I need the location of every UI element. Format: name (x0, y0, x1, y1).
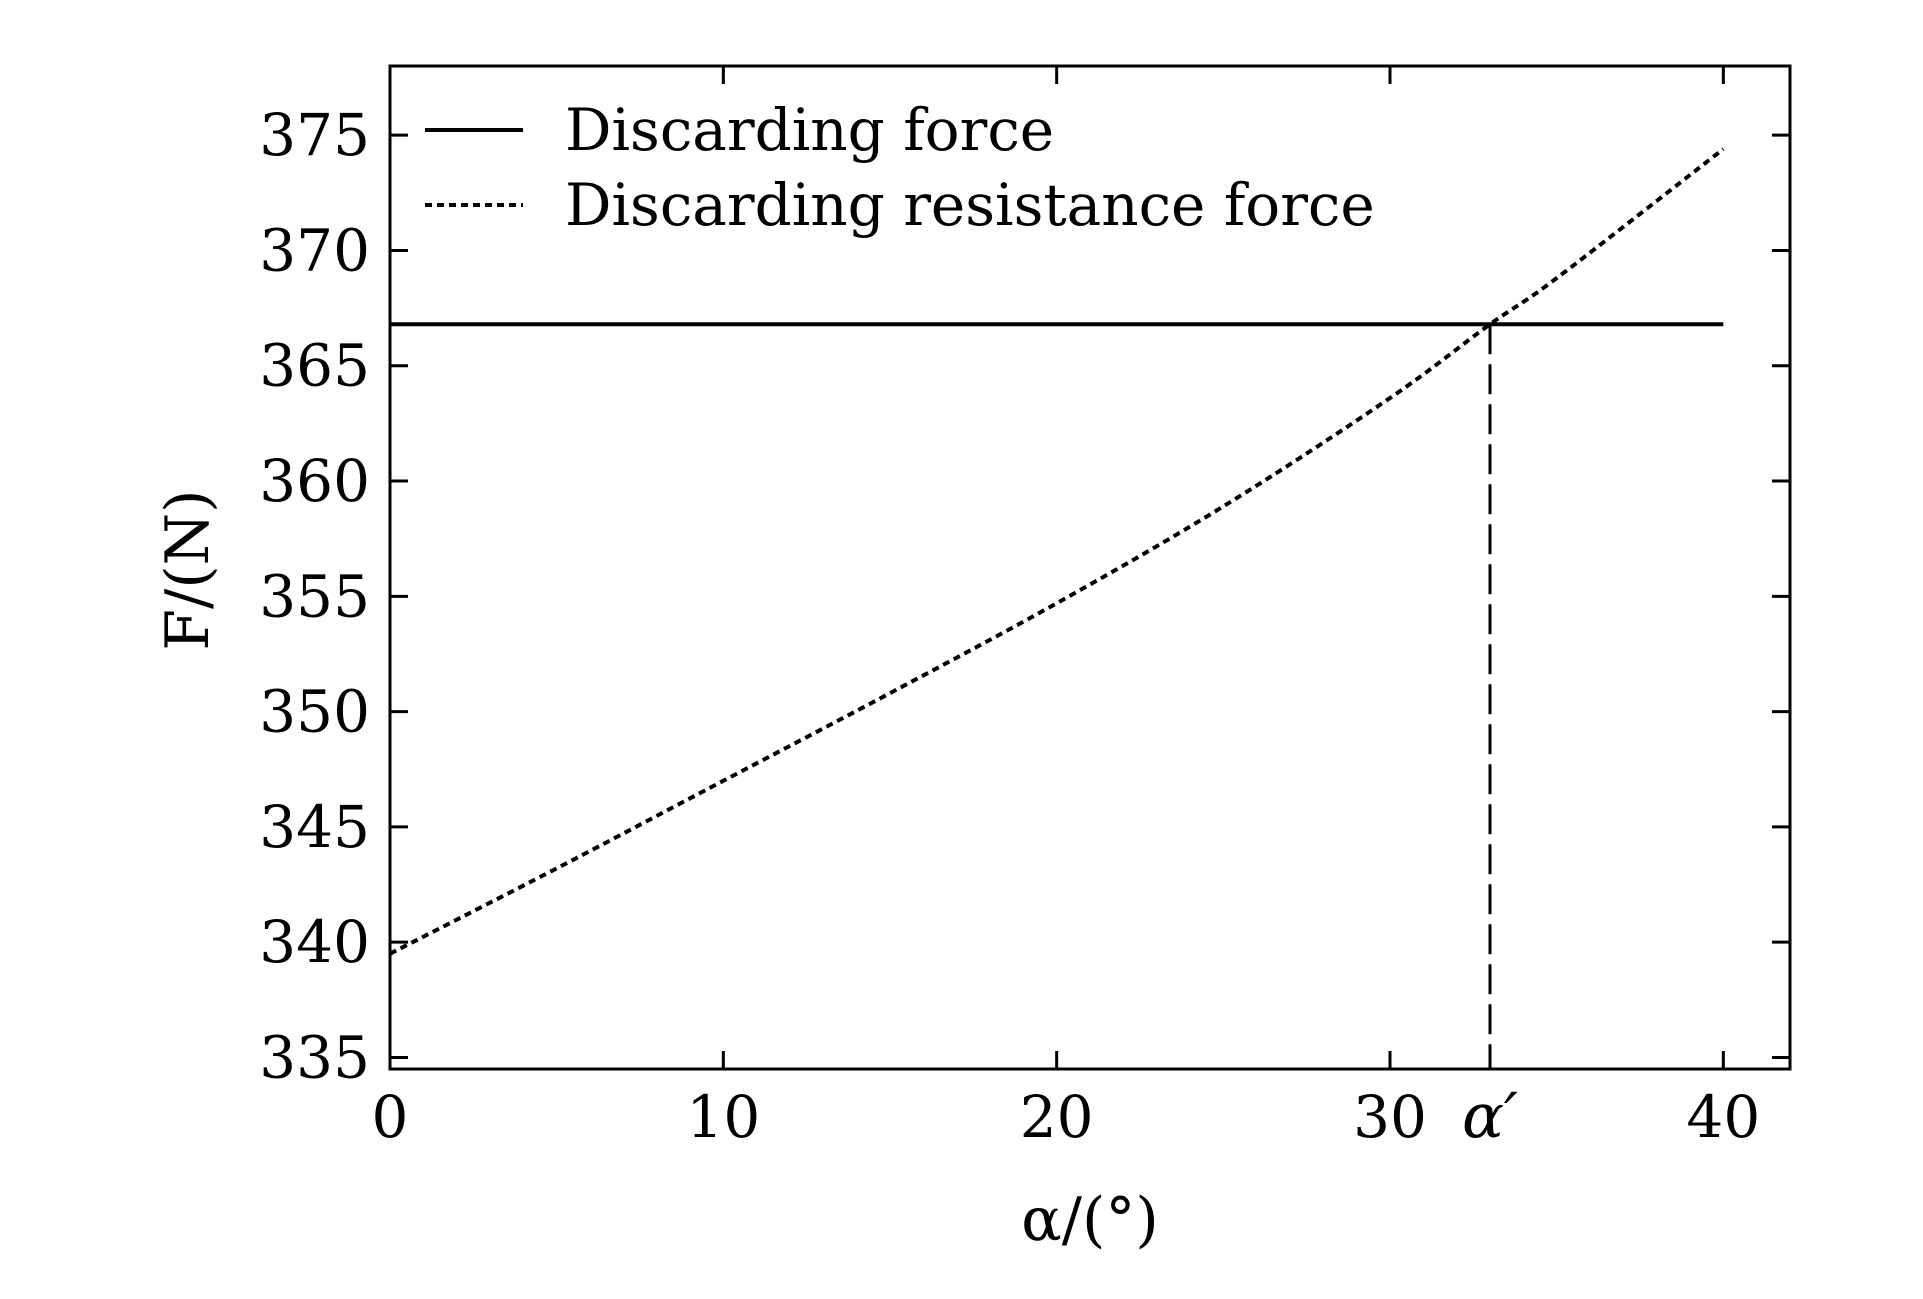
alpha-prime-label: α′ (1462, 1079, 1518, 1152)
tick-labels-layer: 0 10 20 30 40 335 340 345 350 355 360 365 370 375 α′ (259, 101, 1760, 1152)
legend-label-discarding-resistance-force: Discarding resistance force (565, 171, 1375, 239)
x-tick-label-20: 20 (1020, 1083, 1094, 1151)
series-layer (389, 147, 1725, 956)
legend-label-discarding-force: Discarding force (565, 96, 1054, 164)
y-tick-label-335: 335 (259, 1023, 370, 1091)
x-axis-label: α/(°) (1021, 1185, 1159, 1255)
legend: Discarding force Discarding resistance f… (425, 96, 1375, 239)
y-tick-label-350: 350 (259, 678, 370, 746)
y-tick-label-375: 375 (259, 101, 370, 169)
x-tick-label-0: 0 (372, 1083, 409, 1151)
x-tick-label-40: 40 (1686, 1083, 1760, 1151)
y-axis-label: F/(N) (153, 489, 223, 650)
y-tick-label-370: 370 (259, 216, 370, 284)
ticks-layer (388, 66, 1790, 1069)
x-tick-label-10: 10 (686, 1083, 760, 1151)
y-tick-label-340: 340 (259, 908, 370, 976)
series-line-discarding-resistance-force (389, 147, 1725, 956)
plot-frame (388, 64, 1792, 1071)
y-tick-label-345: 345 (259, 793, 370, 861)
x-tick-label-30: 30 (1353, 1083, 1427, 1151)
y-tick-label-360: 360 (259, 447, 370, 515)
y-tick-label-355: 355 (259, 562, 370, 630)
y-tick-label-365: 365 (259, 332, 370, 400)
